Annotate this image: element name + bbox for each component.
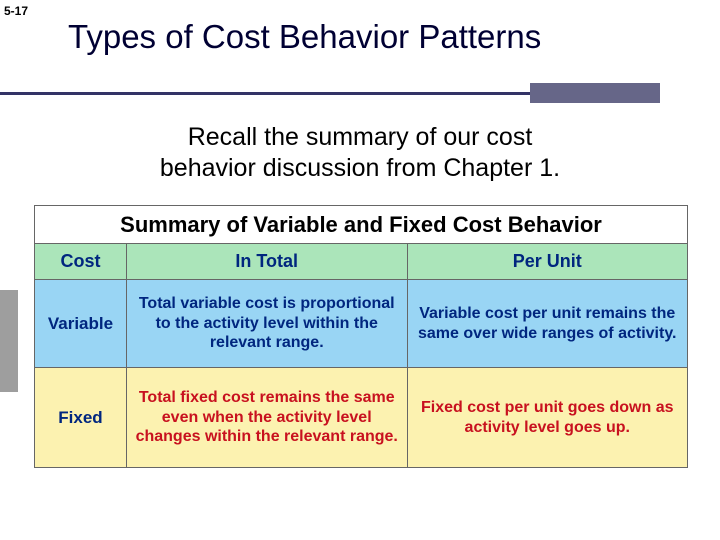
row-label-variable: Variable	[35, 280, 127, 368]
row-label-fixed: Fixed	[35, 368, 127, 468]
cell-fixed-per-unit: Fixed cost per unit goes down as activit…	[407, 368, 688, 468]
subtitle-line2: behavior discussion from Chapter 1.	[160, 154, 560, 182]
header-per-unit: Per Unit	[407, 244, 688, 280]
cell-variable-per-unit: Variable cost per unit remains the same …	[407, 280, 688, 368]
table-header-row: Cost In Total Per Unit	[35, 244, 688, 280]
title-underline	[0, 92, 530, 95]
header-in-total: In Total	[126, 244, 407, 280]
header-cost: Cost	[35, 244, 127, 280]
table-title: Summary of Variable and Fixed Cost Behav…	[35, 206, 688, 244]
title-accent-block	[530, 83, 660, 103]
summary-table: Summary of Variable and Fixed Cost Behav…	[34, 205, 688, 468]
slide-title: Types of Cost Behavior Patterns	[68, 18, 541, 56]
cell-fixed-in-total: Total fixed cost remains the same even w…	[126, 368, 407, 468]
table-row-variable: Variable Total variable cost is proporti…	[35, 280, 688, 368]
subtitle-line1: Recall the summary of our cost	[188, 123, 533, 151]
slide-subtitle: Recall the summary of our cost behavior …	[0, 122, 720, 185]
cell-variable-in-total: Total variable cost is proportional to t…	[126, 280, 407, 368]
left-gray-block	[0, 290, 18, 392]
table-row-fixed: Fixed Total fixed cost remains the same …	[35, 368, 688, 468]
page-number: 5-17	[4, 4, 28, 18]
table-title-row: Summary of Variable and Fixed Cost Behav…	[35, 206, 688, 244]
